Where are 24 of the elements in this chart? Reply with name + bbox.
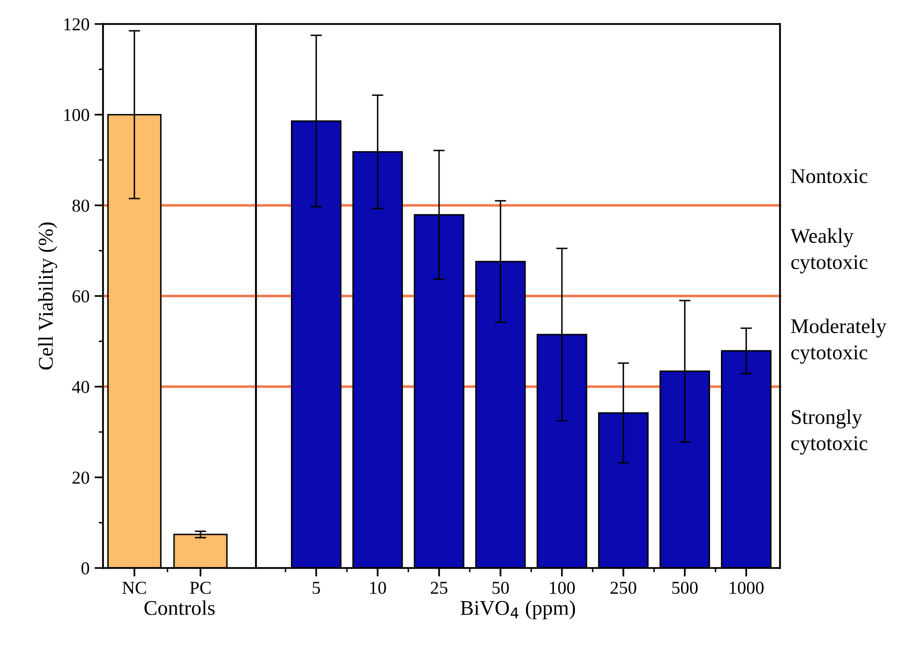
y-tick-label: 60 xyxy=(72,290,90,302)
x-tick-label: 1000 xyxy=(730,582,764,594)
y-tick-label: 120 xyxy=(64,18,90,30)
text: Moderately cytotoxic xyxy=(791,318,886,364)
x-tick-label: 50 xyxy=(492,582,509,594)
text: Weakly cytotoxic xyxy=(790,228,868,274)
x-axis-title: BiVO$_{4}$ (ppm) xyxy=(460,600,576,620)
y-tick-label: 100 xyxy=(64,108,90,122)
x-tick-label: 500 xyxy=(672,582,698,594)
x-tick-label: PC xyxy=(190,582,211,594)
x-tick-label: 10 xyxy=(370,582,386,594)
x-tick-label: 25 xyxy=(430,582,448,594)
y-axis-title: Cell Viability (%) xyxy=(38,222,58,370)
text: Strongly cytotoxic xyxy=(791,409,868,455)
x-tick-label: 5 xyxy=(312,582,320,594)
y-tick-label: 0 xyxy=(81,562,90,574)
x-tick-label: 100 xyxy=(550,582,575,594)
text: Nontoxic xyxy=(791,169,868,184)
x-axis-title: Controls xyxy=(144,600,215,616)
x-tick-label: 250 xyxy=(610,582,636,594)
y-tick-label: 40 xyxy=(72,380,90,394)
x-tick-label: NC xyxy=(122,582,146,594)
y-tick-label: 80 xyxy=(72,200,90,212)
y-tick-label: 20 xyxy=(72,472,90,484)
